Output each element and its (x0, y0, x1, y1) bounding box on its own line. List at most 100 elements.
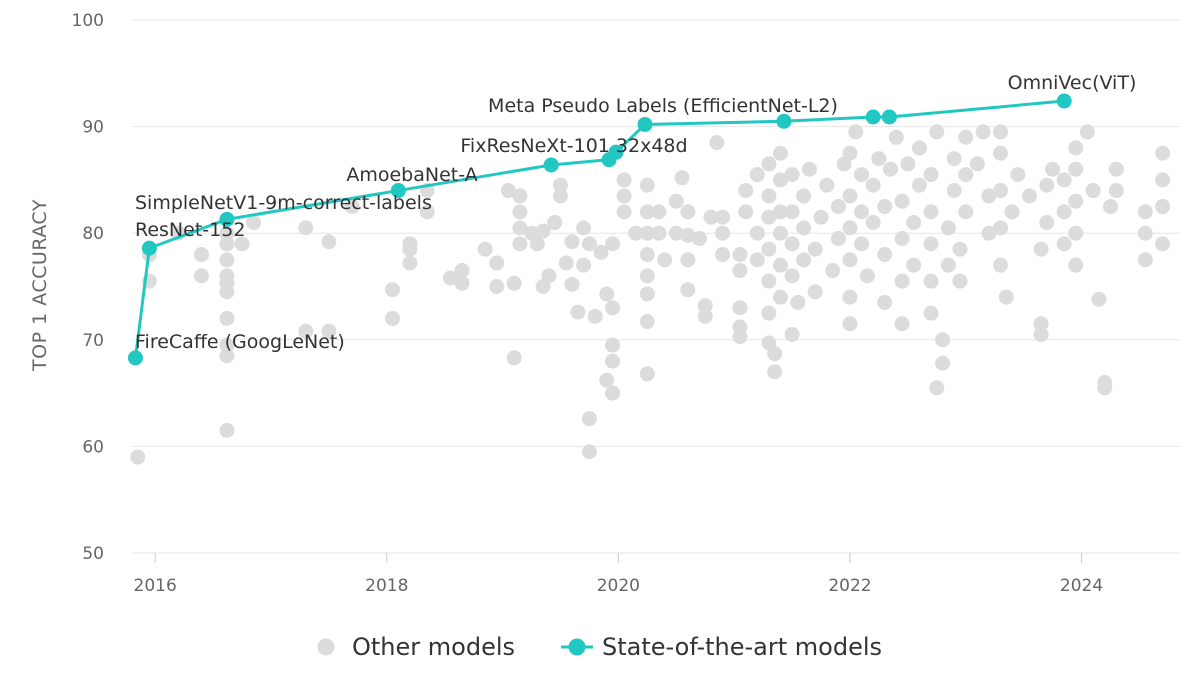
other-model-point[interactable] (784, 268, 800, 284)
other-model-point[interactable] (952, 273, 968, 289)
other-model-point[interactable] (193, 268, 209, 284)
other-model-point[interactable] (929, 124, 945, 140)
sota-point[interactable] (637, 116, 653, 132)
other-model-point[interactable] (958, 129, 974, 145)
legend-item-sota-models[interactable]: State-of-the-art models (561, 633, 882, 661)
other-model-point[interactable] (772, 225, 788, 241)
other-model-point[interactable] (576, 220, 592, 236)
other-model-point[interactable] (402, 236, 418, 252)
other-model-point[interactable] (477, 241, 493, 257)
other-model-point[interactable] (1068, 193, 1084, 209)
other-model-point[interactable] (958, 167, 974, 183)
other-model-point[interactable] (894, 193, 910, 209)
other-model-point[interactable] (796, 252, 812, 268)
other-model-point[interactable] (993, 145, 1009, 161)
other-model-point[interactable] (552, 177, 568, 193)
other-model-point[interactable] (581, 236, 597, 252)
sota-point[interactable] (390, 183, 406, 199)
other-model-point[interactable] (639, 204, 655, 220)
other-model-point[interactable] (587, 308, 603, 324)
other-model-point[interactable] (219, 236, 235, 252)
other-model-point[interactable] (489, 279, 505, 294)
other-model-point[interactable] (1137, 225, 1153, 241)
other-model-point[interactable] (1091, 291, 1107, 307)
sota-point[interactable] (608, 144, 624, 160)
other-model-point[interactable] (593, 244, 609, 260)
other-model-point[interactable] (246, 215, 262, 231)
other-model-point[interactable] (993, 220, 1009, 236)
other-model-point[interactable] (865, 215, 881, 231)
other-model-point[interactable] (344, 199, 360, 215)
other-model-point[interactable] (772, 289, 788, 305)
other-model-point[interactable] (219, 268, 235, 284)
other-model-point[interactable] (813, 209, 829, 225)
other-model-point[interactable] (998, 289, 1014, 305)
other-model-point[interactable] (842, 145, 858, 161)
other-model-point[interactable] (581, 444, 597, 460)
other-model-point[interactable] (767, 346, 783, 362)
other-model-point[interactable] (923, 204, 939, 220)
other-model-point[interactable] (1137, 204, 1153, 220)
other-model-point[interactable] (888, 129, 904, 145)
other-model-point[interactable] (1108, 183, 1124, 199)
other-model-point[interactable] (761, 241, 777, 257)
other-model-point[interactable] (877, 199, 893, 215)
other-model-point[interactable] (732, 263, 748, 279)
other-model-point[interactable] (512, 236, 528, 252)
other-model-point[interactable] (900, 156, 916, 172)
other-model-point[interactable] (639, 247, 655, 263)
other-model-point[interactable] (1056, 204, 1072, 220)
other-model-point[interactable] (761, 273, 777, 289)
other-model-point[interactable] (894, 273, 910, 289)
other-model-point[interactable] (854, 167, 870, 183)
other-model-point[interactable] (923, 273, 939, 289)
other-model-point[interactable] (1033, 241, 1049, 257)
other-model-point[interactable] (1056, 236, 1072, 252)
sota-point[interactable] (219, 211, 235, 227)
other-model-point[interactable] (1039, 215, 1055, 231)
other-model-point[interactable] (1137, 252, 1153, 268)
other-model-point[interactable] (958, 204, 974, 220)
other-model-point[interactable] (535, 223, 551, 239)
other-model-point[interactable] (709, 135, 725, 151)
other-model-point[interactable] (564, 276, 580, 292)
other-model-point[interactable] (219, 422, 235, 438)
other-model-point[interactable] (1068, 225, 1084, 241)
other-model-point[interactable] (1068, 257, 1084, 273)
other-model-point[interactable] (1068, 161, 1084, 177)
other-model-point[interactable] (506, 275, 522, 291)
other-model-point[interactable] (946, 183, 962, 199)
other-model-point[interactable] (628, 225, 644, 241)
other-model-point[interactable] (923, 167, 939, 183)
other-model-point[interactable] (651, 225, 667, 241)
other-model-point[interactable] (946, 151, 962, 167)
other-model-point[interactable] (489, 255, 505, 271)
other-model-point[interactable] (842, 316, 858, 332)
other-model-point[interactable] (871, 151, 887, 167)
other-model-point[interactable] (854, 236, 870, 252)
other-model-point[interactable] (234, 236, 250, 252)
other-model-point[interactable] (703, 209, 719, 225)
other-model-point[interactable] (193, 247, 209, 263)
other-model-point[interactable] (547, 215, 563, 231)
other-model-point[interactable] (1039, 177, 1055, 193)
other-model-point[interactable] (732, 300, 748, 316)
other-model-point[interactable] (749, 167, 765, 183)
other-model-point[interactable] (1033, 316, 1049, 332)
other-model-point[interactable] (848, 124, 864, 140)
other-model-point[interactable] (772, 257, 788, 273)
other-model-point[interactable] (772, 145, 788, 161)
other-model-point[interactable] (599, 372, 615, 388)
other-model-point[interactable] (819, 177, 835, 193)
other-model-point[interactable] (1056, 172, 1072, 188)
other-model-point[interactable] (923, 236, 939, 252)
other-model-point[interactable] (385, 310, 401, 326)
other-model-point[interactable] (616, 172, 632, 188)
other-model-point[interactable] (749, 225, 765, 241)
other-model-point[interactable] (454, 275, 470, 291)
other-model-point[interactable] (761, 305, 777, 321)
other-model-point[interactable] (541, 268, 557, 284)
other-model-point[interactable] (1155, 236, 1171, 252)
other-model-point[interactable] (911, 177, 927, 193)
sota-point[interactable] (127, 350, 143, 366)
